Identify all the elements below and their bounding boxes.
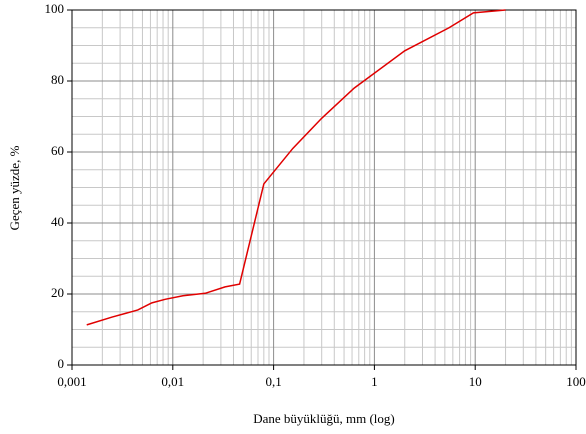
y-tick-label: 100 [45, 1, 65, 16]
y-tick-label: 40 [51, 214, 64, 229]
y-axis-label: Geçen yüzde, % [7, 145, 22, 230]
x-tick-label: 0,1 [265, 374, 281, 389]
x-tick-label: 1 [371, 374, 378, 389]
x-tick-label: 100 [566, 374, 586, 389]
x-tick-label: 10 [469, 374, 482, 389]
plot-frame [71, 9, 577, 366]
x-axis-label: Dane büyüklüğü, mm (log) [253, 411, 395, 426]
y-tick-label: 0 [58, 356, 65, 371]
x-tick-label: 0,01 [161, 374, 184, 389]
data-line [86, 9, 506, 326]
y-tick-label: 60 [51, 143, 64, 158]
x-tick-label: 0,001 [57, 374, 86, 389]
y-tick-label: 80 [51, 72, 64, 87]
y-tick-label: 20 [51, 285, 64, 300]
